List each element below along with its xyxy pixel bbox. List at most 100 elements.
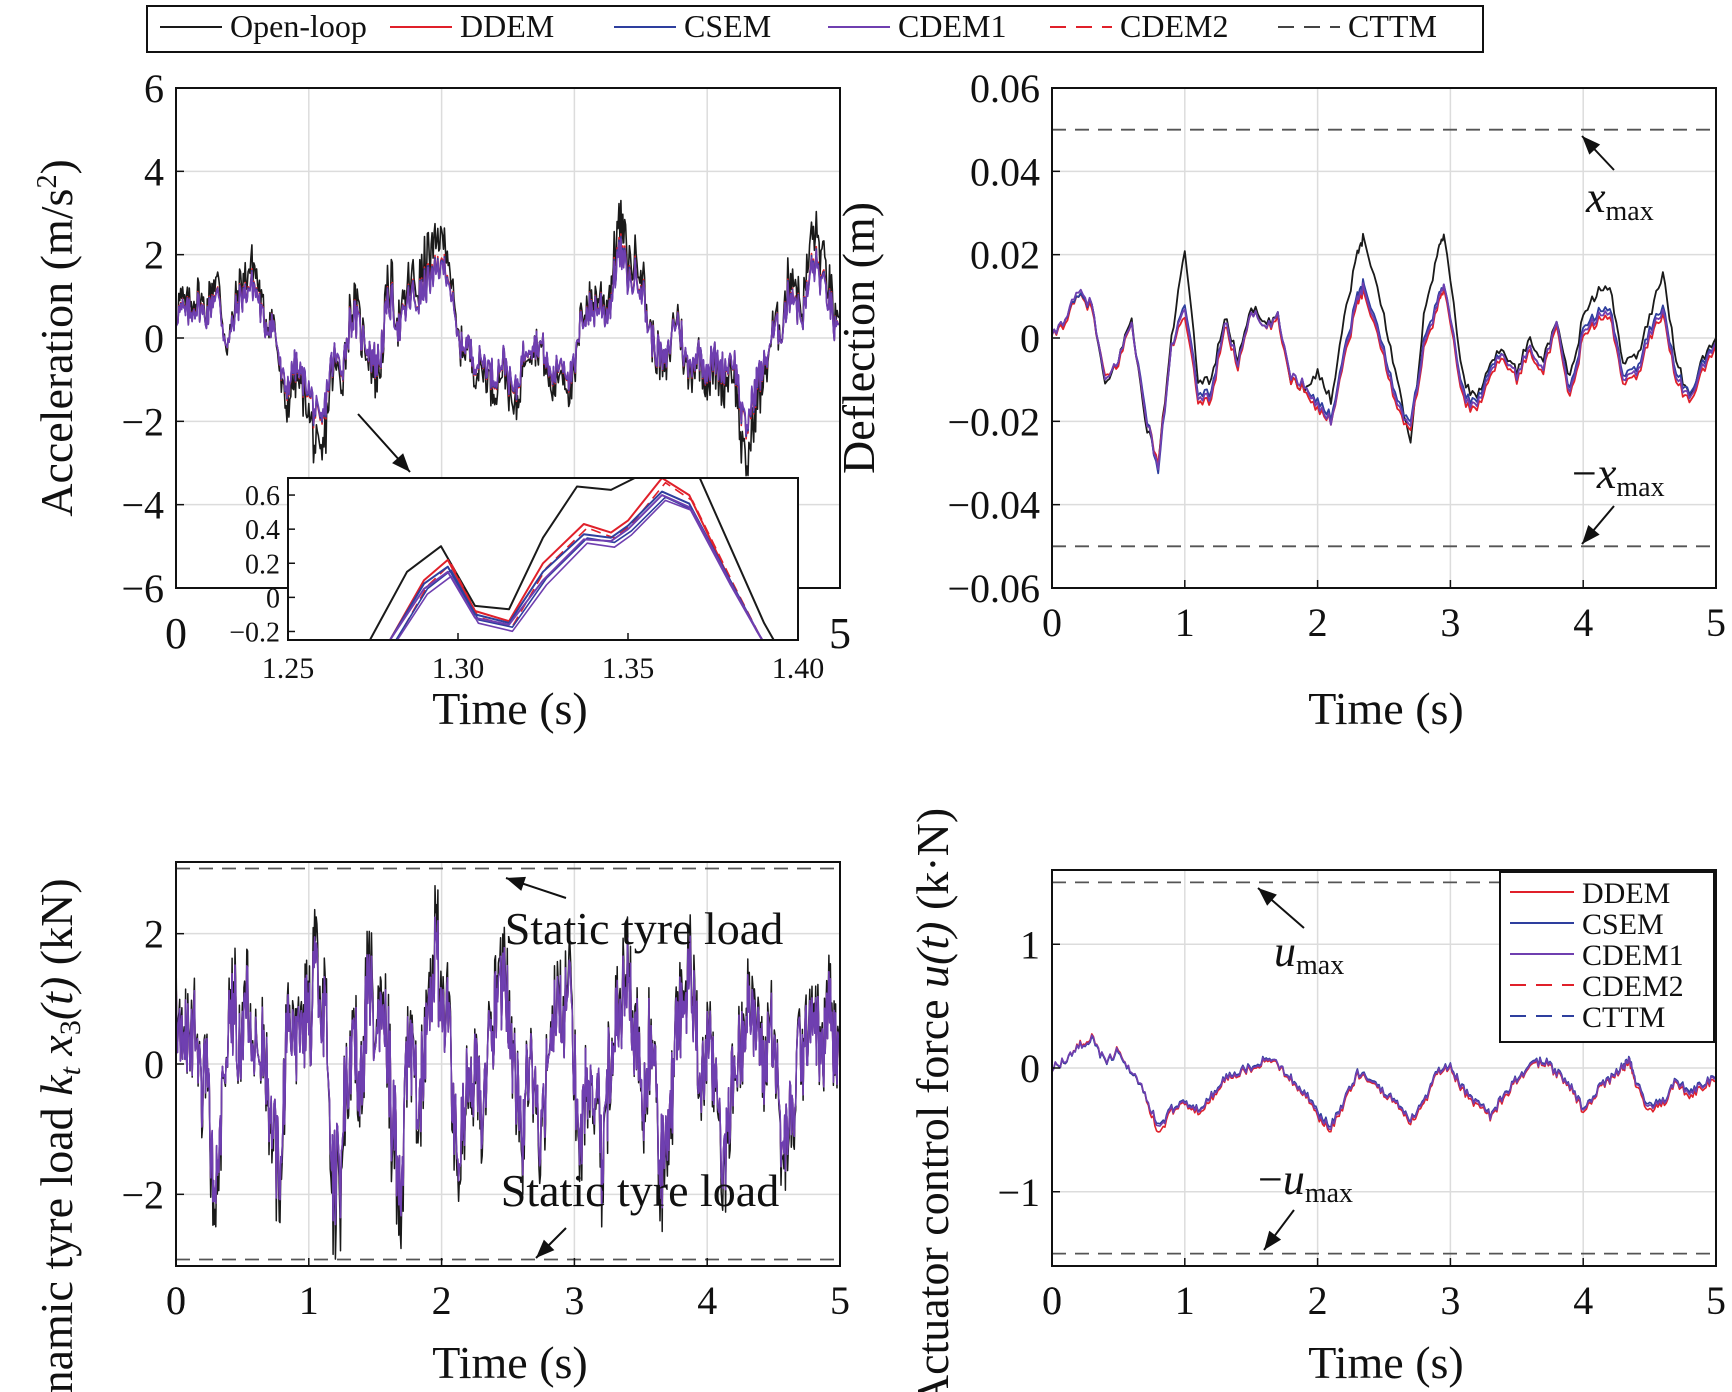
inset-y-tick-label: 0.2 (245, 549, 280, 580)
annotation-sub: max (1616, 472, 1664, 503)
y-axis-label-part: x (31, 1035, 82, 1068)
legend-top: Open-loop DDEM CSEM CDEM1 CDEM2 CTTM (146, 5, 1484, 53)
inset-y-tick-label: 0.6 (245, 481, 280, 512)
y-tick-label: 2 (144, 233, 164, 278)
inset-line-ddem (388, 478, 764, 640)
legend-label: CDEM1 (898, 8, 1006, 44)
legend-item-cdem1: CDEM1 (828, 8, 1006, 44)
legend-label: CSEM (684, 8, 771, 44)
y-tick-label: −4 (121, 483, 164, 528)
annotation-sub: max (1606, 196, 1654, 227)
y-axis-label: Actuator control force u(t) (k·N) (907, 808, 958, 1392)
x-tick-label: 2 (1308, 1278, 1328, 1323)
inset-border (287, 477, 799, 641)
annotation-neg-umax: −umax (1258, 1155, 1353, 1209)
legend-item-ddem: DDEM (390, 8, 554, 44)
x-tick-label: 3 (1440, 1278, 1460, 1323)
y-tick-label: −6 (121, 566, 164, 611)
x-tick-label: 0 (166, 1278, 186, 1323)
annotation-static-load-top: Static tyre load (505, 903, 783, 954)
legend-item-open-loop: Open-loop (160, 8, 367, 44)
legend-label: CTTM (1348, 8, 1437, 44)
inset-series (368, 478, 775, 640)
arrow-static-bottom-head (536, 1239, 555, 1258)
y-axis-label: Dynamic tyre load kt x3(t) (kN) (31, 878, 87, 1392)
legend-item-csem: CSEM (614, 8, 771, 44)
legend-label: Open-loop (230, 8, 367, 44)
annotation-sub: max (1305, 1178, 1353, 1209)
annotation-umax: umax (1274, 927, 1344, 981)
y-axis-label-part: (t) (907, 922, 958, 965)
y-axis-label-main: Acceleration (m/s (31, 189, 82, 517)
arrow-umax-head (1258, 888, 1277, 906)
inset-y-tick-label: 0 (266, 583, 280, 614)
legend-force-box (1499, 871, 1715, 1043)
x-tick-label: 5 (1706, 1278, 1726, 1323)
y-tick-label: 2 (144, 912, 164, 957)
y-axis-label: Acceleration (m/s2) (31, 159, 82, 517)
x-tick-label: 3 (564, 1278, 584, 1323)
annotation-var: u (1283, 1155, 1305, 1204)
legend-label: CDEM2 (1120, 8, 1228, 44)
x-tick-label: 5 (830, 1278, 850, 1323)
y-tick-label: −0.06 (947, 566, 1040, 611)
y-tick-label: −1 (997, 1170, 1040, 1215)
series-line-cdem1 (1051, 282, 1717, 470)
legend-top-box (146, 5, 1484, 53)
x-tick-label: 2 (1308, 600, 1328, 645)
legend-force-item-csem: CSEM (1510, 908, 1664, 941)
inset-y-tick-label: 0.4 (245, 515, 280, 546)
inset-x-tick-label: 1.35 (602, 652, 655, 685)
y-tick-label: −0.02 (947, 399, 1040, 444)
series-line-csem (1051, 278, 1717, 475)
x-tick-label: 5 (1706, 600, 1726, 645)
y-tick-label: −2 (121, 1172, 164, 1217)
annotation-minus: − (1572, 449, 1597, 498)
y-axis-label: Deflection (m) (833, 202, 884, 474)
annotation-xmax: xmax (1585, 173, 1654, 227)
x-tick-label: 1 (1175, 600, 1195, 645)
legend-force-item-cdem1: CDEM1 (1510, 939, 1684, 972)
y-tick-label: 6 (144, 66, 164, 111)
x-tick-label: 1 (299, 1278, 319, 1323)
arrow-neg-umax-head (1264, 1230, 1282, 1250)
y-tick-label: 4 (144, 149, 164, 194)
legend-label: CTTM (1582, 1001, 1665, 1034)
x-axis-label: Time (s) (1308, 683, 1464, 734)
legend-force-item-cttm: CTTM (1510, 1001, 1665, 1034)
y-axis-label-part: t (54, 1066, 87, 1075)
series-line-cdem1 (176, 238, 840, 435)
legend-label: DDEM (1582, 877, 1670, 910)
y-tick-label: 0.02 (970, 233, 1040, 278)
legend-label: CDEM1 (1582, 939, 1684, 972)
x-tick-label: 4 (1573, 600, 1593, 645)
x-tick-label: 0 (165, 609, 187, 658)
x-tick-label: 4 (697, 1278, 717, 1323)
x-tick-label: 0 (1042, 1278, 1062, 1323)
legend-label: DDEM (460, 8, 554, 44)
legend-label: CDEM2 (1582, 970, 1684, 1003)
x-axis-label: Time (s) (432, 1337, 588, 1388)
inset-line-alt (395, 481, 764, 640)
x-axis-label: Time (s) (432, 683, 588, 734)
legend-label: CSEM (1582, 908, 1664, 941)
y-tick-label: 0 (1020, 316, 1040, 361)
x-axis-label: Time (s) (1308, 1337, 1464, 1388)
annotation-neg-xmax: −xmax (1572, 449, 1665, 503)
y-tick-label: 1 (1020, 922, 1040, 967)
annotation-minus: − (1258, 1155, 1283, 1204)
inset-x-tick-label: 1.25 (262, 652, 315, 685)
x-tick-label: 0 (1042, 600, 1062, 645)
arrow-neg-xmax-head (1582, 525, 1600, 544)
series-group (176, 199, 840, 477)
x-tick-label: 2 (432, 1278, 452, 1323)
y-tick-label: −0.04 (947, 483, 1040, 528)
y-axis-label-part: u (907, 965, 958, 988)
x-tick-label: 0 (166, 1278, 186, 1323)
inset-x-tick-label: 1.40 (772, 652, 825, 685)
y-tick-label: 0.06 (970, 66, 1040, 111)
x-tick-label: 5 (829, 609, 851, 658)
inset-y-tick-label: −0.2 (229, 617, 280, 648)
